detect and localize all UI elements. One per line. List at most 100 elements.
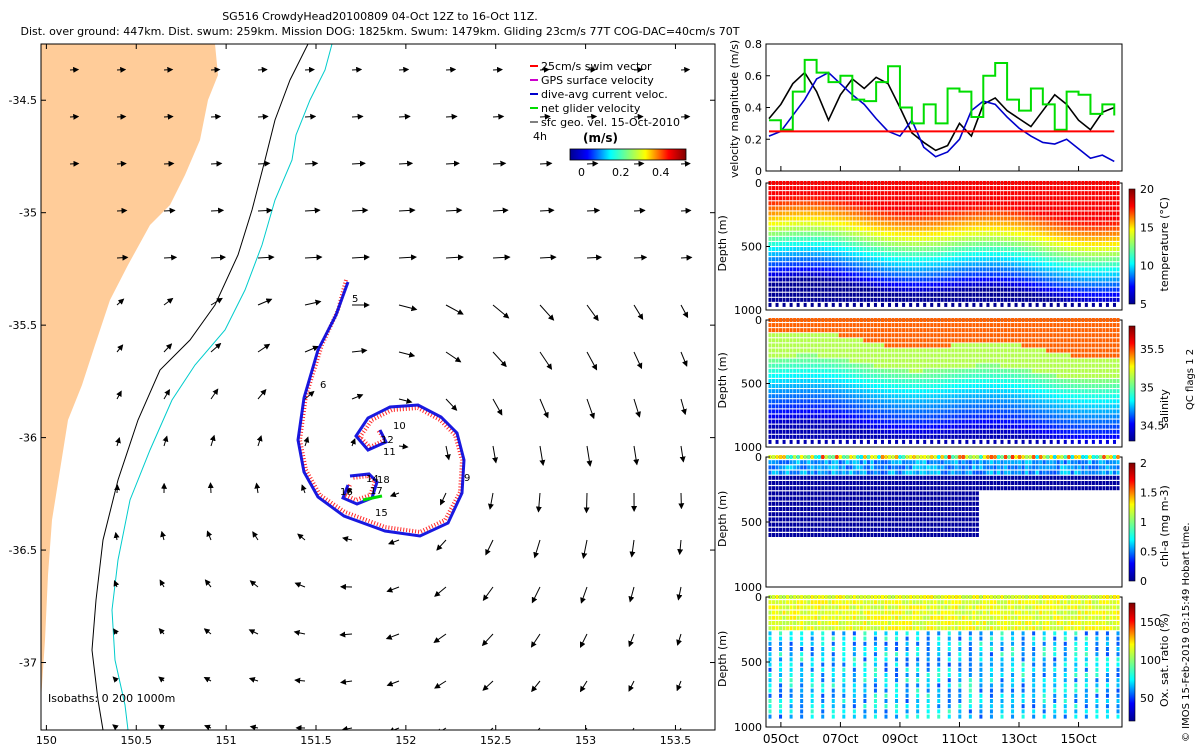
velocity-arrow (304, 345, 319, 353)
svg-text:5: 5 (352, 294, 358, 305)
time-tick-label: 15Oct (1061, 732, 1097, 746)
velocity-arrow (304, 390, 315, 400)
map-x-tick-label: 150.5 (121, 734, 153, 747)
velocity-y-tick: 0.2 (745, 133, 763, 146)
map-x-tick-label: 151.5 (300, 734, 332, 747)
depth-tick: 500 (741, 241, 762, 254)
velocity-arrow (583, 492, 590, 514)
legend-gps: GPS surface velocity (541, 74, 654, 87)
velocity-arrow (386, 680, 400, 687)
time-axis: 05Oct 07Oct 09Oct 11Oct 13Oct 15Oct (763, 166, 1097, 746)
chart-title-line1: SG516 CrowdyHead20100809 04-Oct 12Z to 1… (222, 10, 538, 23)
velocity-panel: 0 0.2 0.4 0.6 0.8 velocity magnitude (m/s) (728, 38, 1123, 178)
map-y-axis: -34.5 -35 -35.5 -36 -36.5 -37 (9, 94, 715, 670)
velocity-arrow (398, 66, 410, 73)
depth-panel-temp: 0 500 1000 Depth (m) 5 10 15 20 temperature (°C) (716, 177, 1171, 317)
velocity-arrow (342, 536, 353, 543)
map-x-axis: 150 150.5 151 151.5 152 152.5 153 153.5 (36, 44, 691, 747)
svg-text:9: 9 (464, 473, 470, 484)
velocity-arrow (434, 680, 447, 689)
velocity-arrow (398, 351, 416, 358)
svg-text:15: 15 (375, 508, 388, 519)
credit-line: © IMOS 15-Feb-2019 03:15:49 Hobart time. (1181, 522, 1192, 742)
velocity-arrow (113, 580, 120, 588)
velocity-arrow (210, 342, 222, 353)
velocity-arrow (492, 304, 510, 319)
colorbar-label: chl-a (mg m-3) (1158, 485, 1171, 567)
velocity-arrow (581, 539, 588, 559)
map-x-tick-label: 153.5 (660, 734, 692, 747)
velocity-arrow (112, 676, 119, 683)
velocity-arrow (633, 207, 646, 214)
velocity-arrow (257, 254, 275, 261)
depth-ylabel: Depth (m) (716, 215, 729, 271)
velocity-arrow (339, 631, 353, 638)
colorbar-tick: 2 (1140, 457, 1147, 470)
velocity-arrow (385, 633, 400, 640)
map-x-tick-label: 151 (216, 734, 237, 747)
velocity-arrow (680, 398, 687, 416)
colorbar-tick: 20 (1140, 183, 1154, 196)
time-tick-label: 09Oct (882, 732, 918, 746)
velocity-arrow (257, 343, 271, 353)
velocity-arrow (163, 207, 176, 214)
velocity-arrow (210, 113, 222, 120)
colorbar-tick: 100 (1140, 654, 1161, 667)
velocity-arrow (677, 539, 684, 556)
velocity-arrow (680, 207, 692, 214)
velocity-arrow (439, 492, 447, 506)
velocity-arrow (398, 113, 411, 120)
velocity-arrow (257, 207, 273, 214)
time-tick-label: 13Oct (1001, 732, 1037, 746)
velocity-ylabel: velocity magnitude (m/s) (728, 40, 741, 178)
velocity-arrow (206, 530, 213, 541)
velocity-arrow (398, 207, 416, 214)
depth-ylabel: Depth (m) (716, 491, 729, 547)
velocity-y-tick: 0 (755, 165, 762, 178)
depth-panel-chl: 0 500 1000 Depth (m) 0 0.5 1 1.5 2 chl-a (mg m-3) (716, 451, 1171, 594)
svg-text:14: 14 (366, 474, 379, 485)
velocity-arrow (492, 66, 504, 73)
velocity-series-line (768, 71, 1115, 152)
velocity-arrow (539, 207, 555, 214)
velocity-arrow (445, 304, 464, 315)
colorbar-tick: 15 (1140, 221, 1154, 234)
land-mass (41, 44, 218, 730)
velocity-arrow (533, 539, 541, 559)
velocity-arrow (628, 633, 635, 648)
colorbar-label: temperature (°C) (1158, 197, 1171, 291)
svg-text:11: 11 (383, 447, 396, 458)
velocity-arrow (629, 539, 636, 558)
velocity-arrow (445, 351, 462, 363)
depth-tick: 1000 (734, 304, 762, 317)
depth-tick: 500 (741, 378, 762, 391)
velocity-arrow (304, 254, 323, 261)
velocity-arrow (492, 445, 499, 464)
colorbar-tick: 1.5 (1140, 487, 1158, 500)
velocity-arrow (586, 398, 595, 420)
svg-text:18: 18 (377, 475, 390, 486)
velocity-arrow (351, 393, 364, 400)
colorbar-title: (m/s) (583, 131, 618, 145)
velocity-arrow (303, 436, 310, 447)
velocity-arrow (445, 398, 458, 411)
velocity-arrow (398, 304, 418, 312)
velocity-arrow (304, 207, 321, 214)
velocity-y-tick: 0.6 (745, 70, 763, 83)
velocity-arrow (539, 113, 551, 120)
velocity-arrow (294, 677, 306, 684)
velocity-arrow (482, 680, 494, 691)
velocity-arrow (351, 254, 370, 261)
map-y-tick-label: -36 (19, 432, 37, 445)
colorbar-tick-1: 0.2 (612, 166, 630, 179)
velocity-arrow (116, 207, 128, 214)
svg-text:10: 10 (393, 421, 406, 432)
velocity-arrow (530, 633, 541, 648)
velocity-arrow (445, 113, 458, 120)
velocity-arrow (492, 398, 503, 416)
depth-tick: 0 (755, 177, 762, 190)
velocity-arrow (492, 160, 507, 167)
velocity-arrow (445, 160, 460, 167)
